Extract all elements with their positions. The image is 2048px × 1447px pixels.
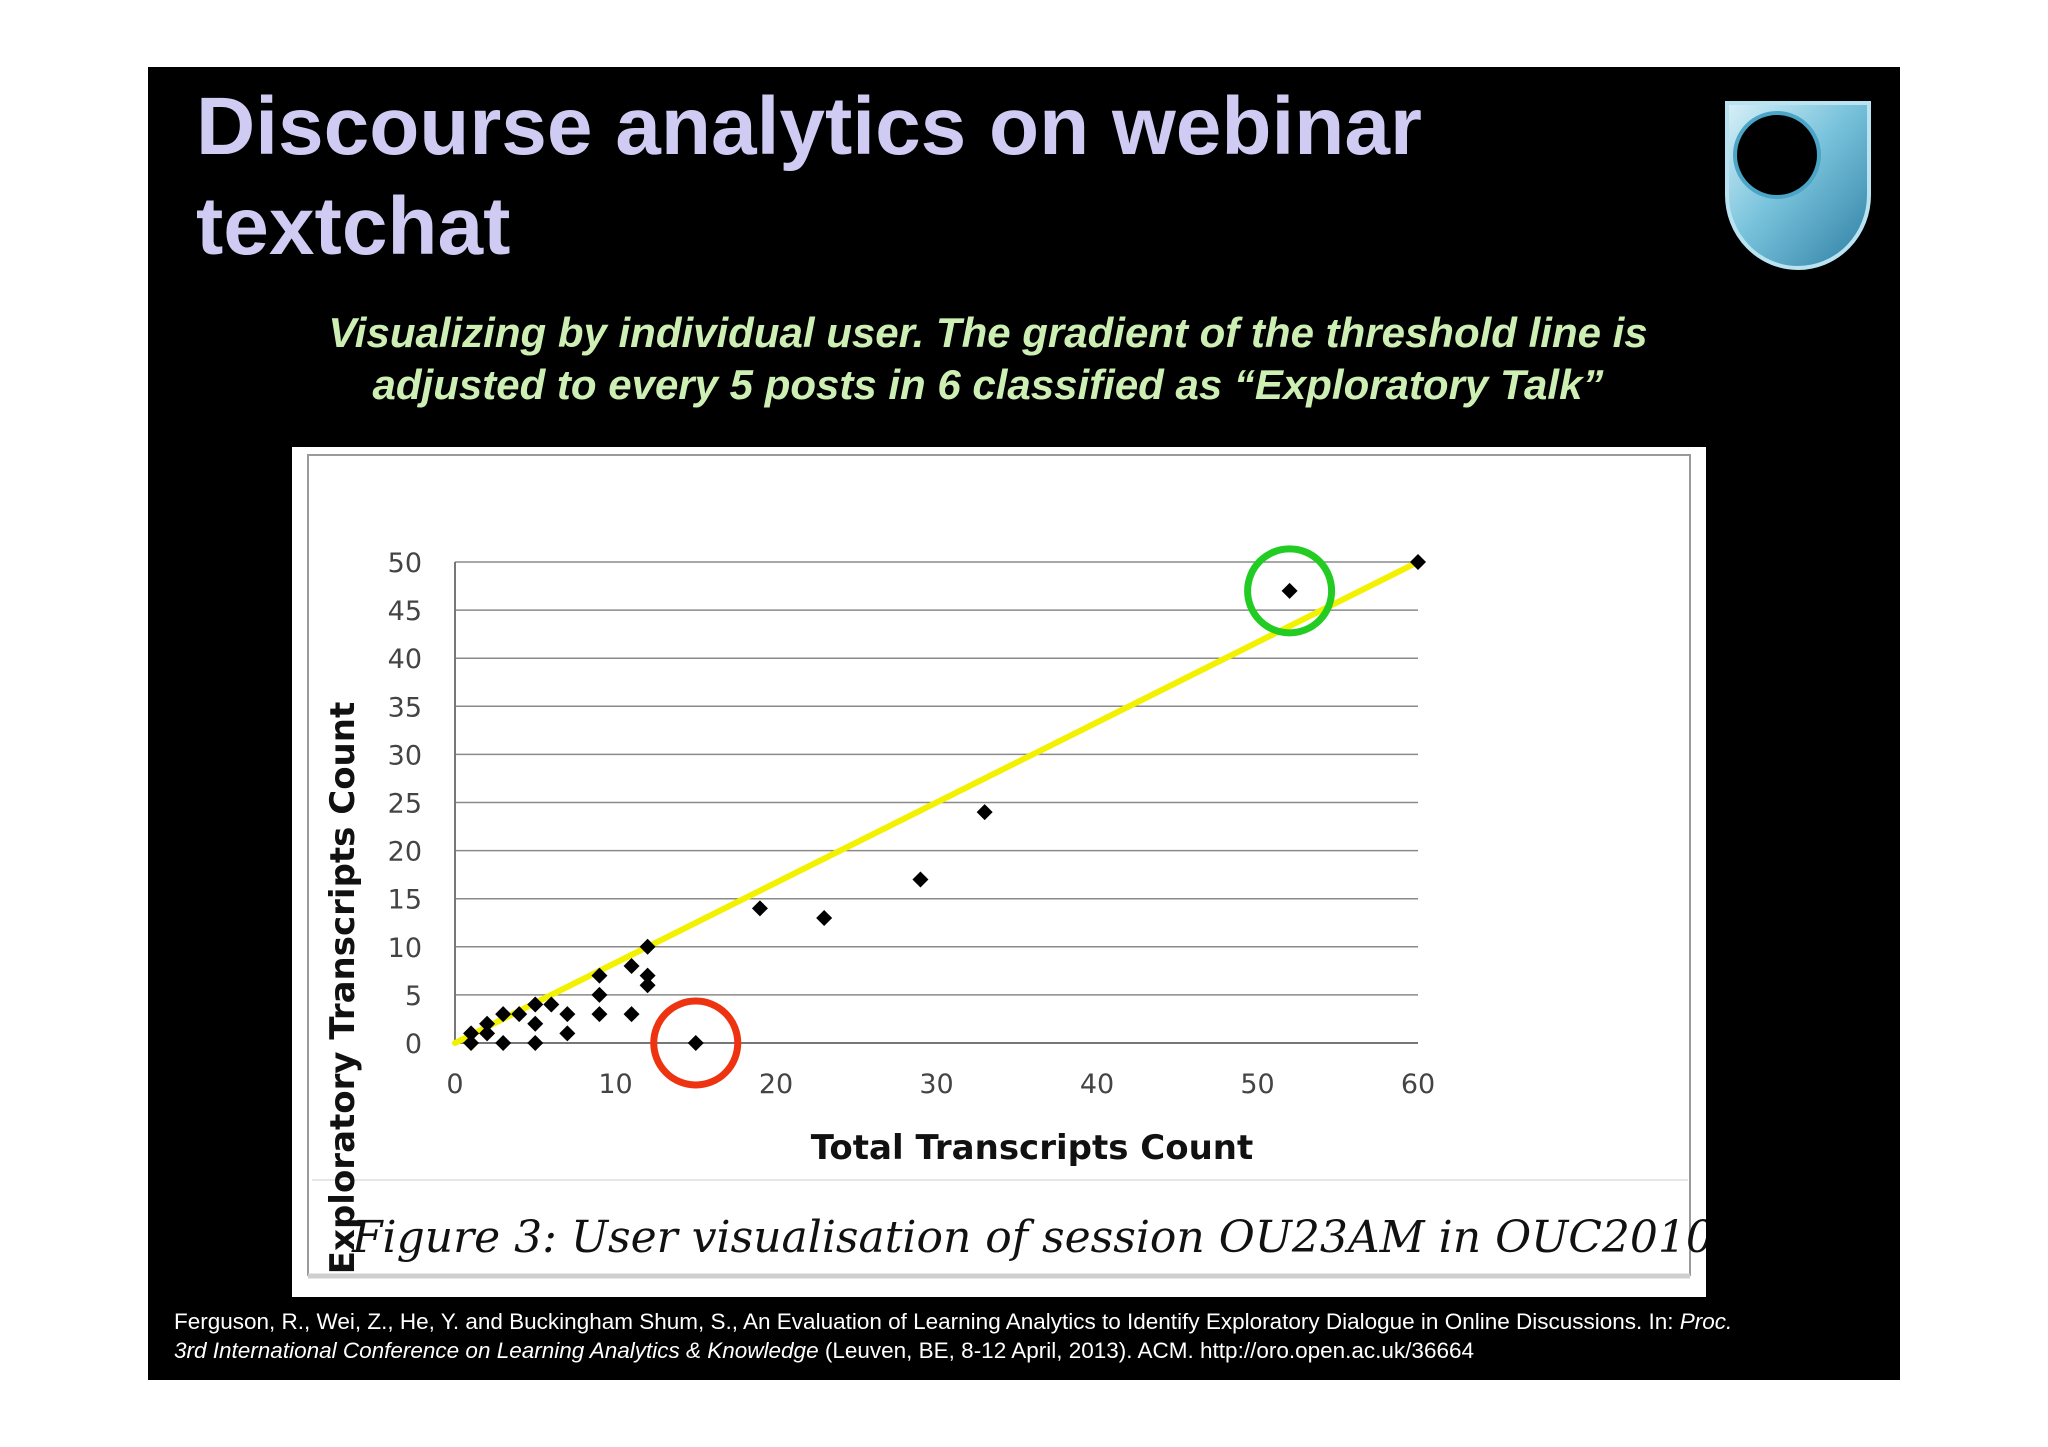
figure-caption: Figure 3: User visualisation of session … — [351, 1212, 1706, 1263]
data-point — [559, 1006, 576, 1023]
data-point — [495, 1006, 512, 1023]
data-point — [912, 871, 929, 888]
data-point — [591, 986, 608, 1003]
data-point — [463, 1025, 480, 1042]
data-point — [479, 1015, 496, 1032]
title-line-2: textchat — [196, 181, 511, 272]
citation-authors: Ferguson, R., Wei, Z., He, Y. and Buckin… — [174, 1309, 1680, 1334]
data-point — [687, 1035, 704, 1051]
data-point — [591, 1006, 608, 1023]
data-point — [591, 967, 608, 984]
y-tick-label: 15 — [388, 885, 422, 916]
y-tick-label: 20 — [388, 837, 422, 868]
title-line-1: Discourse analytics on webinar — [196, 81, 1422, 172]
data-point — [751, 900, 768, 917]
highlight-circle-green — [1244, 545, 1336, 637]
slide: Discourse analytics on webinar textchat … — [148, 67, 1900, 1380]
data-point — [527, 1035, 544, 1051]
x-tick-label: 10 — [598, 1069, 632, 1100]
open-university-logo-icon — [1723, 99, 1873, 274]
x-tick-label: 40 — [1080, 1069, 1114, 1100]
citation-conference: 3rd International Conference on Learning… — [174, 1338, 819, 1363]
subtitle-line-1: Visualizing by individual user. The grad… — [328, 309, 1648, 356]
x-tick-label: 0 — [446, 1069, 463, 1100]
y-tick-label: 50 — [388, 548, 422, 579]
subtitle-line-2: adjusted to every 5 posts in 6 classifie… — [372, 361, 1604, 408]
x-tick-label: 20 — [759, 1069, 793, 1100]
y-tick-label: 40 — [388, 644, 422, 675]
data-point — [527, 996, 544, 1013]
x-tick-label: 50 — [1240, 1069, 1274, 1100]
citation-proc: Proc. — [1679, 1309, 1733, 1334]
x-tick-label: 60 — [1401, 1069, 1435, 1100]
y-tick-label: 10 — [388, 933, 422, 964]
y-tick-label: 35 — [388, 692, 422, 723]
data-point — [623, 1006, 640, 1023]
data-point — [495, 1035, 512, 1051]
data-point — [527, 1015, 544, 1032]
x-axis-label: Total Transcripts Count — [811, 1128, 1254, 1168]
citation: Ferguson, R., Wei, Z., He, Y. and Buckin… — [174, 1307, 1894, 1365]
scatter-chart: 0 5 10 15 20 25 30 35 40 45 50 0 10 20 30 40 50 60 Total … — [307, 454, 1706, 1279]
x-tick-label: 30 — [919, 1069, 953, 1100]
threshold-line — [452, 559, 1421, 1046]
y-tick-label: 5 — [405, 981, 422, 1012]
data-point — [816, 909, 833, 926]
data-point — [976, 804, 993, 821]
data-point — [463, 1035, 480, 1051]
data-point — [639, 977, 656, 994]
data-point — [1281, 582, 1298, 599]
y-tick-label: 25 — [388, 789, 422, 820]
slide-title: Discourse analytics on webinar textchat — [196, 77, 1696, 277]
figure-frame — [307, 454, 1691, 1276]
figure-panel: 0 5 10 15 20 25 30 35 40 45 50 0 10 20 30 40 50 60 Total … — [292, 447, 1706, 1297]
highlight-circle-red — [650, 997, 742, 1089]
y-tick-label: 45 — [388, 596, 422, 627]
data-point — [559, 1025, 576, 1042]
y-tick-label: 0 — [405, 1029, 422, 1060]
data-point — [639, 938, 656, 955]
slide-subtitle: Visualizing by individual user. The grad… — [238, 307, 1738, 411]
data-point — [1410, 554, 1426, 570]
data-point — [511, 1006, 528, 1023]
data-point — [639, 967, 656, 984]
data-point — [479, 1025, 496, 1042]
data-point — [623, 958, 640, 975]
y-axis-label: Exploratory Transcripts Count — [323, 702, 363, 1274]
citation-details: (Leuven, BE, 8-12 April, 2013). ACM. htt… — [818, 1338, 1474, 1363]
y-tick-label: 30 — [388, 740, 422, 771]
data-point — [543, 996, 560, 1013]
